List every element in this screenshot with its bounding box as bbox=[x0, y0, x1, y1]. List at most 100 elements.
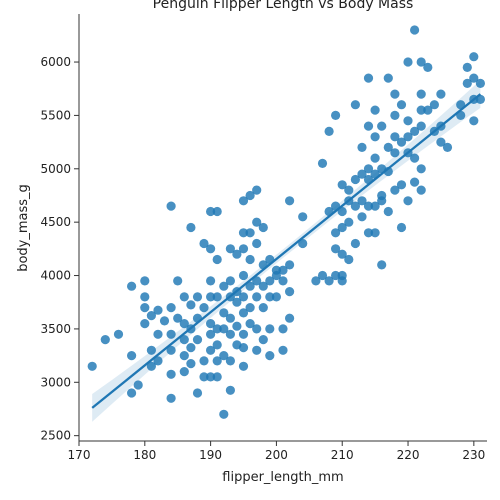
y-tick-label: 3000 bbox=[40, 375, 71, 389]
data-point bbox=[225, 313, 235, 323]
data-point bbox=[410, 25, 420, 35]
data-point bbox=[278, 324, 288, 334]
x-tick-label: 180 bbox=[133, 448, 156, 462]
y-tick-label: 2500 bbox=[40, 429, 71, 443]
data-point bbox=[225, 385, 235, 395]
data-point bbox=[238, 292, 249, 302]
data-point bbox=[140, 276, 150, 286]
data-point bbox=[390, 132, 400, 142]
data-point bbox=[146, 311, 156, 321]
data-point bbox=[396, 180, 407, 190]
data-point bbox=[396, 222, 407, 233]
data-point bbox=[127, 388, 137, 398]
data-point bbox=[410, 153, 420, 163]
data-point bbox=[377, 121, 387, 131]
data-point bbox=[350, 100, 360, 110]
data-point bbox=[192, 388, 203, 398]
data-point bbox=[285, 196, 295, 206]
data-point bbox=[238, 343, 249, 353]
data-point bbox=[238, 196, 249, 206]
data-point bbox=[245, 303, 255, 313]
data-point bbox=[396, 100, 407, 110]
data-point bbox=[166, 369, 176, 379]
data-point bbox=[245, 281, 255, 291]
data-point bbox=[317, 270, 328, 281]
data-point bbox=[245, 190, 255, 201]
data-point bbox=[311, 276, 321, 286]
data-point bbox=[146, 361, 156, 371]
data-point bbox=[337, 180, 347, 190]
data-point bbox=[219, 409, 229, 419]
data-point bbox=[265, 292, 275, 302]
data-point bbox=[469, 73, 479, 83]
data-point bbox=[186, 359, 196, 369]
data-point bbox=[363, 164, 374, 174]
data-point bbox=[469, 52, 479, 62]
data-point bbox=[245, 228, 255, 238]
data-point bbox=[396, 137, 407, 147]
data-point bbox=[212, 206, 222, 217]
x-tick-label: 170 bbox=[68, 448, 91, 462]
data-point bbox=[390, 110, 400, 120]
data-point bbox=[238, 270, 249, 281]
data-point bbox=[285, 260, 295, 270]
data-point bbox=[350, 201, 360, 211]
data-point bbox=[298, 212, 308, 222]
data-point bbox=[350, 174, 360, 185]
data-point bbox=[475, 78, 485, 88]
data-point bbox=[206, 372, 216, 382]
data-point bbox=[350, 238, 360, 249]
data-point bbox=[192, 335, 203, 345]
data-point bbox=[212, 254, 222, 265]
axes-layer bbox=[78, 14, 487, 442]
data-point bbox=[238, 244, 249, 254]
y-tick-label: 4500 bbox=[40, 215, 71, 229]
data-point bbox=[416, 89, 426, 99]
x-tick-label: 210 bbox=[331, 448, 354, 462]
data-point bbox=[192, 292, 203, 302]
data-point bbox=[146, 345, 156, 355]
data-point bbox=[363, 201, 374, 211]
data-point bbox=[337, 249, 347, 259]
regression-line-layer bbox=[91, 93, 482, 409]
data-point bbox=[245, 254, 255, 265]
data-point bbox=[383, 206, 393, 217]
data-point bbox=[258, 281, 268, 291]
data-point bbox=[199, 238, 209, 249]
data-point bbox=[232, 249, 242, 259]
data-point bbox=[331, 228, 341, 238]
data-point bbox=[159, 316, 170, 326]
data-point bbox=[186, 300, 196, 310]
data-point bbox=[127, 351, 137, 361]
data-point bbox=[370, 105, 380, 115]
data-point bbox=[436, 137, 446, 147]
data-point bbox=[166, 329, 176, 339]
data-point bbox=[357, 169, 367, 179]
data-point bbox=[232, 297, 242, 307]
data-point bbox=[113, 329, 124, 339]
data-point bbox=[252, 292, 262, 302]
data-point bbox=[219, 324, 229, 334]
data-point bbox=[127, 281, 137, 291]
data-point bbox=[337, 276, 347, 286]
data-point bbox=[363, 228, 374, 238]
data-point bbox=[199, 356, 209, 366]
data-point bbox=[278, 345, 288, 355]
data-point bbox=[153, 329, 163, 339]
data-point bbox=[173, 313, 183, 323]
data-point bbox=[324, 276, 334, 286]
data-point bbox=[423, 62, 433, 72]
data-point bbox=[383, 142, 393, 152]
data-point bbox=[238, 361, 249, 371]
data-point bbox=[252, 345, 262, 355]
data-point bbox=[324, 126, 334, 136]
data-point bbox=[166, 345, 176, 355]
data-point bbox=[416, 121, 426, 131]
data-point bbox=[206, 292, 216, 302]
data-point bbox=[344, 254, 354, 265]
data-point bbox=[212, 356, 222, 366]
y-tick-label: 4000 bbox=[40, 269, 71, 283]
data-point bbox=[179, 351, 189, 361]
data-point bbox=[232, 321, 242, 331]
